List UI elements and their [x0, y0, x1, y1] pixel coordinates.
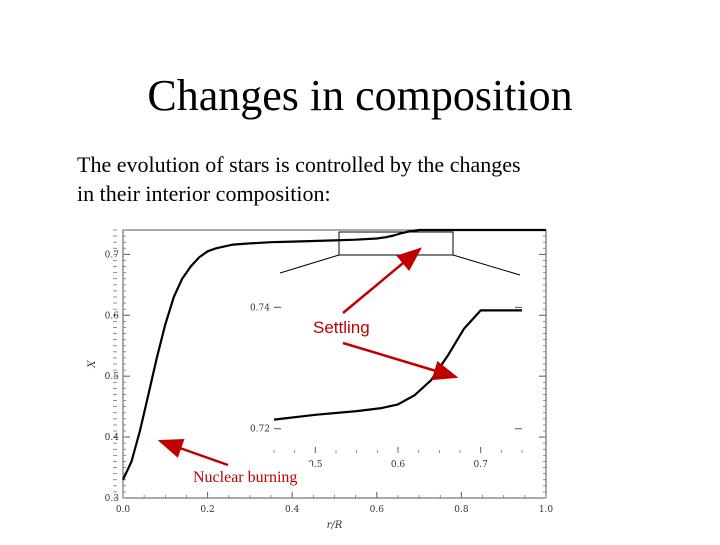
inset-series-line [273, 309, 522, 421]
main-y-tick-label: 0.4 [105, 433, 120, 443]
main-y-axis-label: X [87, 360, 98, 369]
slide-title: Changes in composition [147, 71, 573, 120]
nuclear-label-background [190, 462, 312, 486]
main-y-tick-label: 0.6 [105, 311, 120, 321]
main-y-tick-label: 0.3 [105, 494, 120, 504]
main-x-axis-label: r/R [327, 520, 343, 531]
main-x-tick-label: 0.6 [370, 505, 385, 515]
main-y-tick-label: 0.5 [105, 372, 120, 382]
inset-plot-background [274, 277, 522, 453]
zoom-connector-right [452, 254, 521, 276]
inset-x-tick-label: 0.7 [474, 460, 489, 470]
main-series-line [122, 228, 546, 481]
main-x-tick-label: 0.0 [116, 505, 131, 515]
zoom-connector-left [279, 254, 340, 274]
settling-arrow-up [342, 247, 422, 314]
main-x-tick-label: 1.0 [539, 505, 554, 515]
zoom-region-box [338, 231, 454, 256]
body-line-1: The evolution of stars is controlled by … [77, 152, 521, 177]
main-x-tick-label: 0.8 [454, 505, 469, 515]
inset-y-tick-label: 0.72 [250, 425, 270, 435]
inset-x-tick-label: 0.5 [308, 460, 323, 470]
nuclear-burning-annotation: Nuclear burning [193, 469, 297, 486]
slide-body-text: The evolution of stars is controlled by … [77, 150, 637, 208]
settling-arrow-down [342, 341, 459, 381]
main-y-tick-label: 0.7 [105, 250, 120, 260]
settling-annotation: Settling [313, 318, 370, 337]
main-x-tick-label: 0.4 [285, 505, 300, 515]
main-x-tick-label: 0.2 [200, 505, 214, 515]
body-line-2: in their interior composition: [77, 181, 331, 206]
inset-x-tick-label: 0.6 [391, 460, 406, 470]
inset-y-tick-label: 0.74 [250, 303, 270, 313]
nuclear-arrow [157, 439, 229, 467]
